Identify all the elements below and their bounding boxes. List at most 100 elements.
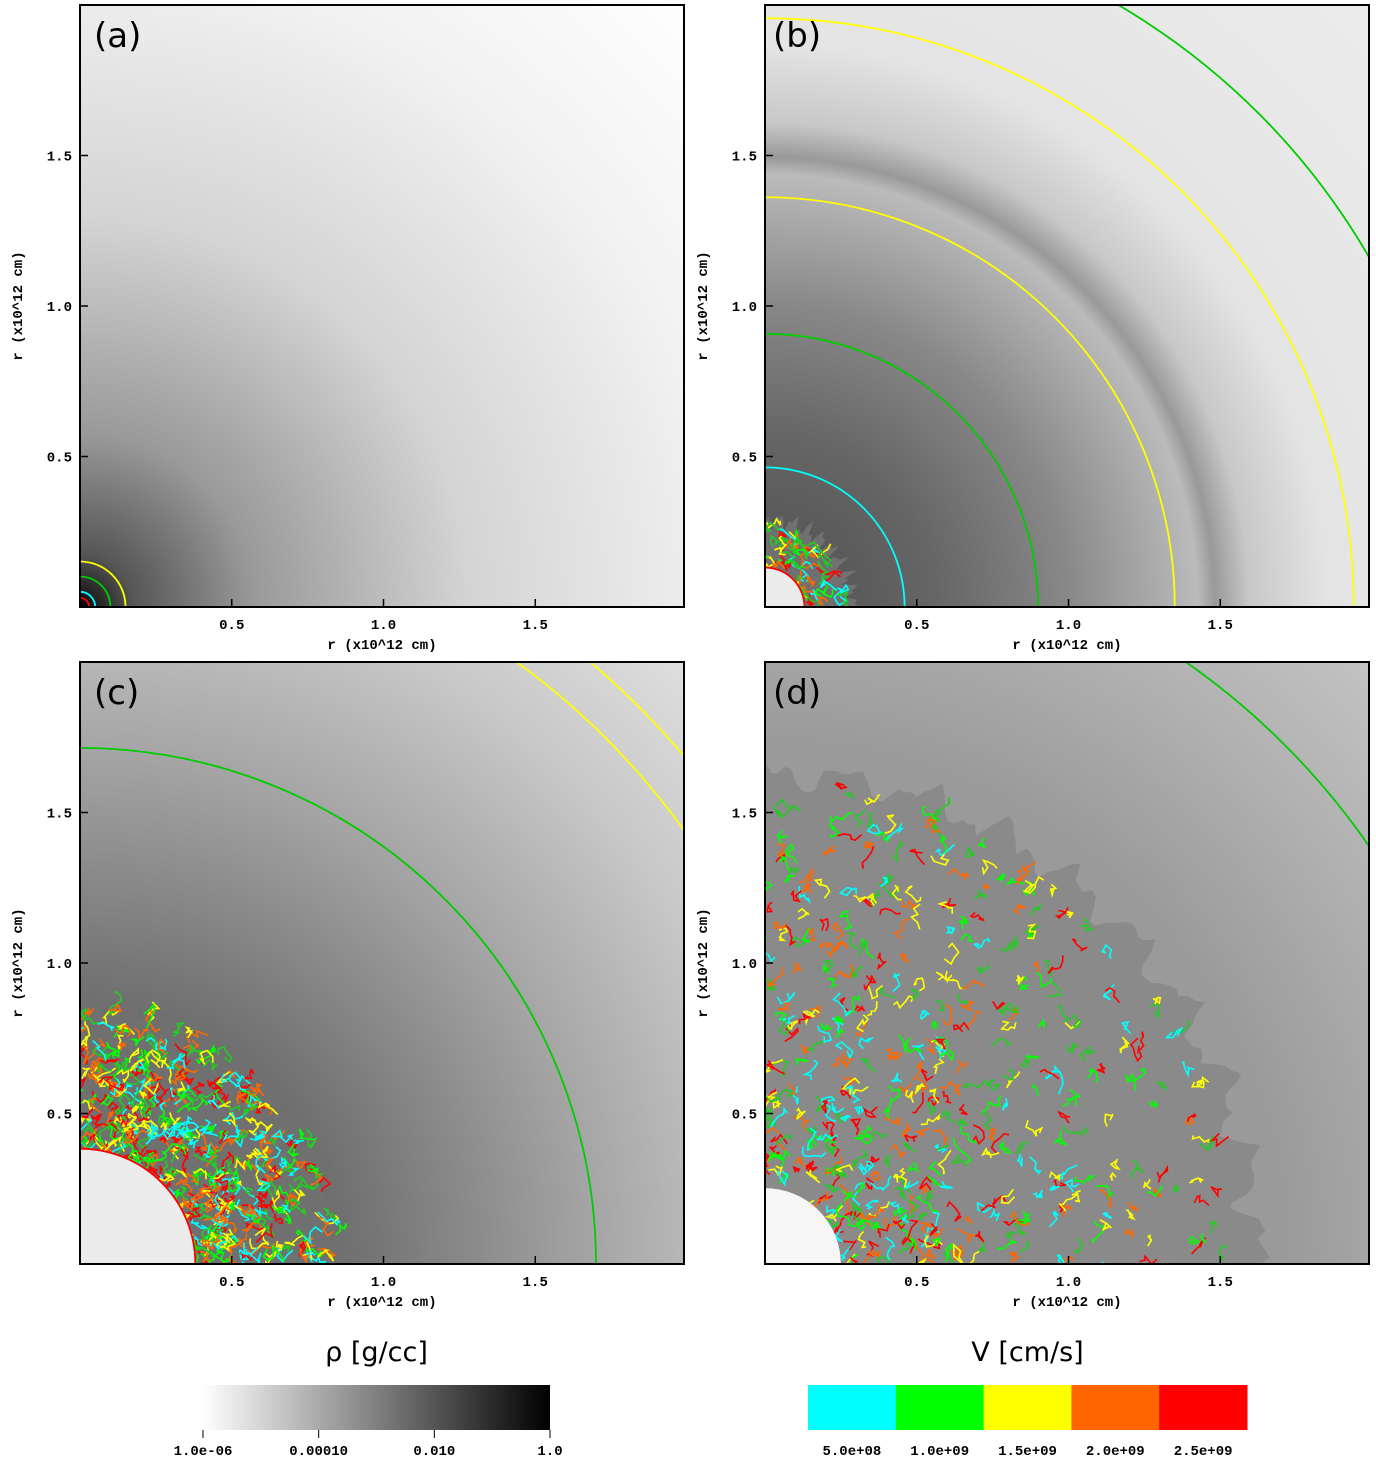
velocity-contour bbox=[191, 1081, 205, 1095]
velocity-contour bbox=[822, 845, 836, 856]
y-tick-label: 1.5 bbox=[732, 150, 757, 166]
velocity-contour bbox=[777, 1001, 791, 1012]
velocity-contour bbox=[294, 1159, 308, 1170]
velocity-contour bbox=[1017, 976, 1030, 990]
velocity-contour bbox=[772, 920, 789, 930]
velocity-contour bbox=[278, 1184, 290, 1208]
velocity-contour bbox=[107, 1080, 120, 1098]
velocity-contour bbox=[999, 935, 1017, 953]
velocity-contour bbox=[116, 1068, 130, 1084]
velocity-contour bbox=[1004, 1002, 1019, 1014]
velocity-contour bbox=[130, 1124, 139, 1135]
velocity-contour bbox=[1016, 869, 1024, 885]
velocity-contour bbox=[270, 1205, 286, 1215]
velocity-contour bbox=[334, 1222, 348, 1236]
velocity-contour bbox=[260, 1131, 272, 1145]
velocity-contour bbox=[903, 1180, 919, 1190]
x-tick-label: 1.5 bbox=[1208, 1275, 1233, 1291]
velocity-contour bbox=[824, 1167, 836, 1178]
velocity-contour bbox=[943, 942, 960, 966]
velocity-contour bbox=[776, 829, 788, 845]
velocity-contour bbox=[1035, 971, 1052, 988]
velocity-contour bbox=[779, 1014, 796, 1026]
velocity-contour bbox=[1188, 1235, 1201, 1245]
velocity-contour bbox=[807, 541, 832, 562]
velocity-contour bbox=[778, 530, 788, 538]
velocity-contour bbox=[945, 974, 965, 990]
velocity-contour bbox=[219, 1232, 237, 1252]
velocity-contour bbox=[227, 1169, 240, 1193]
velocity-contour bbox=[959, 1123, 978, 1145]
velocity-contour bbox=[901, 1214, 909, 1224]
velocity-contour bbox=[174, 1172, 200, 1186]
velocity-contour bbox=[850, 1200, 862, 1223]
velocity-contour bbox=[1129, 1037, 1143, 1063]
velocity-contour bbox=[158, 1173, 175, 1182]
velocity-contour bbox=[853, 808, 866, 828]
colorbar-bin bbox=[808, 1385, 897, 1430]
velocity-contour bbox=[856, 1180, 865, 1194]
velocity-contour bbox=[109, 1083, 125, 1091]
velocity-contour bbox=[86, 1038, 108, 1060]
velocity-contour bbox=[1121, 1020, 1132, 1034]
velocity-contour bbox=[1048, 1210, 1059, 1228]
velocity-contour bbox=[1104, 986, 1120, 1004]
velocity-contour bbox=[917, 1257, 927, 1264]
panel-label: (b) bbox=[773, 16, 821, 56]
velocity-contour bbox=[174, 1043, 191, 1068]
velocity-contour bbox=[1015, 974, 1025, 985]
velocity-contour bbox=[221, 1198, 241, 1212]
velocity-contour bbox=[218, 1130, 228, 1141]
velocity-contour bbox=[1079, 917, 1095, 933]
velocity-contour bbox=[1073, 1237, 1084, 1253]
velocity-contour bbox=[894, 1186, 906, 1201]
velocity-contour bbox=[914, 1127, 929, 1137]
velocity-contour bbox=[835, 1028, 845, 1038]
velocity-contour bbox=[858, 1036, 874, 1049]
velocity-contour bbox=[1009, 1251, 1020, 1264]
velocity-contour bbox=[776, 558, 782, 564]
velocity-contour bbox=[209, 1249, 225, 1261]
velocity-contour bbox=[890, 1143, 906, 1159]
velocity-contour bbox=[801, 1146, 827, 1158]
velocity-contour bbox=[775, 1011, 788, 1022]
velocity-contour bbox=[1074, 1189, 1081, 1203]
velocity-contour bbox=[109, 1078, 121, 1097]
velocity-contour bbox=[1065, 1041, 1079, 1054]
velocity-contour bbox=[932, 1129, 949, 1145]
velocity-contour bbox=[1005, 1230, 1016, 1240]
velocity-contour bbox=[827, 977, 837, 988]
velocity-contour bbox=[209, 1142, 219, 1152]
velocity-contour bbox=[129, 1036, 145, 1047]
velocity-contour bbox=[926, 1101, 937, 1116]
velocity-contour bbox=[957, 993, 968, 1005]
velocity-contour bbox=[838, 886, 858, 897]
velocity-contour bbox=[228, 1105, 241, 1112]
velocity-contour bbox=[221, 1185, 231, 1193]
velocity-contour bbox=[958, 915, 970, 930]
velocity-contour bbox=[80, 1134, 89, 1148]
velocity-contour bbox=[854, 1005, 866, 1013]
velocity-contour bbox=[777, 853, 790, 872]
velocity-contour bbox=[844, 791, 855, 799]
colorbar-bin bbox=[895, 1385, 985, 1430]
velocity-contour bbox=[950, 1154, 968, 1167]
velocity-contour bbox=[824, 1155, 843, 1175]
velocity-contour bbox=[164, 1168, 178, 1181]
velocity-contour bbox=[286, 1143, 299, 1158]
velocity-contour bbox=[199, 1119, 211, 1136]
velocity-contour bbox=[809, 589, 820, 601]
y-axis-label: r (x10^12 cm) bbox=[696, 908, 712, 1017]
velocity-contour bbox=[879, 907, 901, 915]
velocity-contour bbox=[244, 1068, 255, 1080]
velocity-contour bbox=[816, 1133, 839, 1141]
velocity-contour bbox=[284, 1234, 304, 1247]
velocity-contour bbox=[1025, 1054, 1039, 1060]
velocity-contour bbox=[925, 1189, 935, 1203]
velocity-contour bbox=[942, 1003, 953, 1027]
velocity-contour bbox=[1172, 1184, 1180, 1194]
velocity-contour bbox=[944, 1243, 954, 1262]
velocity-contour bbox=[1164, 1026, 1184, 1039]
velocity-contour bbox=[906, 1161, 920, 1173]
velocity-contour bbox=[863, 975, 877, 992]
